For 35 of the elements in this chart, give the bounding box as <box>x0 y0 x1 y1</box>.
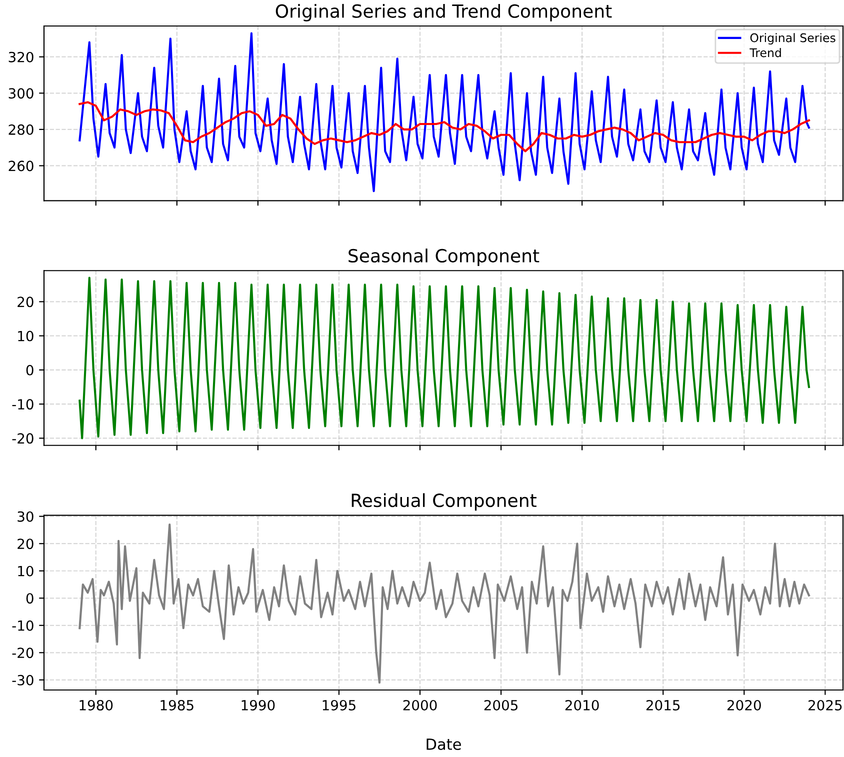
y-tick-label: 20 <box>18 296 34 308</box>
x-tick-label: 1980 <box>80 700 113 710</box>
x-tick-label: 2005 <box>484 700 518 710</box>
legend-label: Trend <box>750 48 781 58</box>
y-tick-label: 30 <box>18 511 34 522</box>
y-tick-label: -30 <box>12 674 34 686</box>
line-series <box>78 523 810 684</box>
chart-title: Seasonal Component <box>348 248 540 266</box>
y-tick-label: -20 <box>12 433 34 444</box>
x-tick-label: 1985 <box>160 700 194 710</box>
x-axis-title: Date <box>426 738 461 750</box>
x-tick-label: 1995 <box>322 700 356 710</box>
legend-label: Original Series <box>750 33 836 45</box>
x-tick-label: 2010 <box>565 700 599 710</box>
y-tick-label: 10 <box>18 566 34 576</box>
x-tick-label: 1990 <box>242 700 275 710</box>
y-tick-label: -10 <box>12 620 34 631</box>
x-tick-label: 2020 <box>727 700 761 710</box>
line-series <box>78 276 810 440</box>
y-tick-label: 0 <box>26 364 34 376</box>
y-tick-label: -10 <box>12 399 34 410</box>
y-tick-label: 280 <box>8 124 34 135</box>
chart-title: Original Series and Trend Component <box>276 4 612 22</box>
y-tick-label: 10 <box>18 330 34 342</box>
y-tick-label: 300 <box>8 88 34 99</box>
x-tick-label: 2025 <box>808 700 842 710</box>
x-tick-label: 2015 <box>646 700 680 710</box>
x-tick-label: 2000 <box>403 700 437 710</box>
y-tick-label: 260 <box>8 160 34 172</box>
line-series <box>78 101 810 152</box>
y-tick-label: 0 <box>26 593 34 604</box>
y-tick-label: -20 <box>12 648 34 658</box>
chart-title: Residual Component <box>352 493 536 511</box>
y-tick-label: 320 <box>8 52 34 62</box>
y-tick-label: 20 <box>18 538 34 550</box>
